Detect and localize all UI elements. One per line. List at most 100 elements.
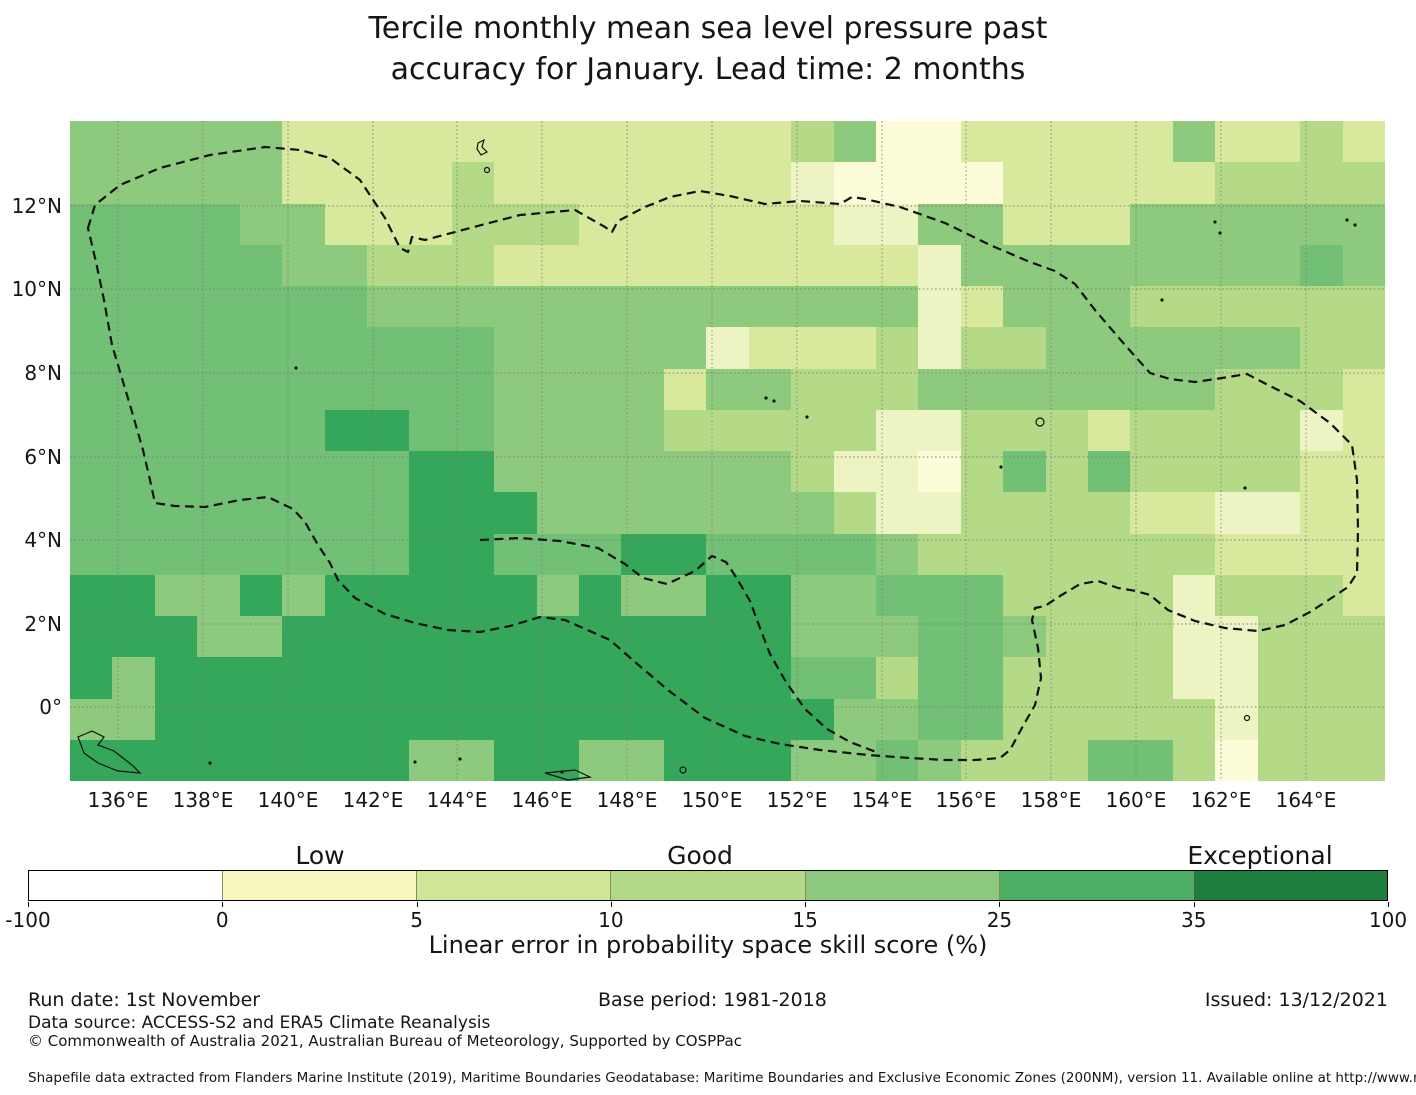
heatmap-cell — [451, 574, 495, 616]
colorbar-tickmark — [999, 902, 1001, 907]
heatmap-cell — [1215, 244, 1258, 286]
colorbar-tick-label: 5 — [410, 908, 423, 932]
heatmap-cell — [875, 409, 919, 451]
heatmap-cell — [1130, 244, 1173, 286]
heatmap-cell — [451, 244, 495, 286]
heatmap-cell — [494, 244, 537, 286]
heatmap-cell — [960, 244, 1004, 286]
y-axis-tick-label: 0° — [39, 695, 62, 719]
heatmap-cell — [197, 451, 240, 493]
heatmap-cell — [197, 698, 240, 740]
x-axis-tick-label: 156°E — [935, 788, 997, 812]
figure-title: Tercile monthly mean sea level pressure … — [0, 8, 1416, 90]
heatmap-cell — [1257, 121, 1301, 163]
heatmap-cell — [748, 203, 792, 245]
heatmap-cell — [1045, 286, 1089, 328]
heatmap-cell — [409, 698, 452, 740]
heatmap-cell — [1342, 739, 1385, 781]
heatmap-cell — [366, 409, 410, 451]
heatmap-cell — [197, 327, 240, 369]
heatmap-cell — [1342, 162, 1385, 204]
heatmap-cell — [494, 327, 537, 369]
heatmap-cell — [112, 574, 155, 616]
heatmap-cell — [197, 739, 240, 781]
heatmap-cell — [239, 244, 283, 286]
heatmap-cell — [663, 409, 707, 451]
island-outline — [679, 766, 687, 774]
heatmap-cell — [960, 451, 1004, 493]
heatmap-cell — [621, 698, 664, 740]
heatmap-cell — [1130, 616, 1173, 658]
heatmap-cell — [451, 162, 495, 204]
heatmap-cell — [960, 492, 1004, 534]
heatmap-cell — [1172, 327, 1216, 369]
heatmap-cell — [791, 244, 834, 286]
heatmap-cell — [1257, 739, 1301, 781]
heatmap-cell — [1172, 244, 1216, 286]
heatmap-cell — [918, 286, 961, 328]
x-axis-tick-label: 136°E — [87, 788, 149, 812]
heatmap-cell — [663, 698, 707, 740]
heatmap-cell — [663, 203, 707, 245]
colorbar-tickmark — [416, 902, 418, 907]
heatmap-cell — [536, 244, 580, 286]
heatmap-cell — [706, 121, 749, 163]
heatmap-cell — [1045, 121, 1089, 163]
colorbar-segment — [610, 871, 805, 900]
heatmap-cell — [791, 698, 834, 740]
heatmap-cell — [960, 368, 1004, 410]
heatmap-cell — [239, 698, 283, 740]
heatmap-cell — [1257, 244, 1301, 286]
heatmap-cell — [706, 698, 749, 740]
island-outline — [483, 166, 491, 174]
heatmap-cell — [621, 327, 664, 369]
heatmap-cell — [1300, 162, 1343, 204]
heatmap-cell — [154, 698, 198, 740]
heatmap-cell — [791, 368, 834, 410]
heatmap-cell — [324, 203, 367, 245]
heatmap-cell — [1257, 451, 1301, 493]
heatmap-cell — [366, 698, 410, 740]
heatmap-cell — [1172, 574, 1216, 616]
x-axis-tick-label: 144°E — [426, 788, 488, 812]
colorbar-tick-label: 25 — [986, 908, 1013, 932]
heatmap-cell — [1342, 121, 1385, 163]
heatmap-cell — [536, 492, 580, 534]
heatmap-cell — [833, 409, 876, 451]
heatmap-cell — [1088, 451, 1131, 493]
heatmap-cell — [1045, 492, 1089, 534]
colorbar-tickmark — [610, 902, 612, 907]
heatmap-cell — [1257, 368, 1301, 410]
heatmap-cell — [154, 616, 198, 658]
heatmap-cell — [833, 244, 876, 286]
colorbar-tick-label: 35 — [1180, 908, 1207, 932]
heatmap-cell — [1045, 327, 1089, 369]
heatmap-cell — [621, 574, 664, 616]
heatmap-cell — [239, 409, 283, 451]
heatmap-cell — [1257, 492, 1301, 534]
heatmap-cell — [536, 121, 580, 163]
coastline-outline — [77, 730, 142, 774]
heatmap-cell — [1003, 698, 1046, 740]
heatmap-cell — [154, 409, 198, 451]
heatmap-cell — [1045, 162, 1089, 204]
heatmap-cell — [1215, 286, 1258, 328]
heatmap-cell — [324, 368, 367, 410]
heatmap-cell — [324, 657, 367, 699]
heatmap-cell — [324, 286, 367, 328]
colorbar-tick-label: -100 — [5, 908, 51, 932]
heatmap-cell — [154, 739, 198, 781]
heatmap-cell — [579, 162, 622, 204]
heatmap-cell — [621, 286, 664, 328]
heatmap-cell — [324, 616, 367, 658]
heatmap-cell — [1215, 574, 1258, 616]
colorbar-tick-label: 10 — [598, 908, 624, 932]
heatmap-cell — [706, 492, 749, 534]
heatmap-cell — [366, 286, 410, 328]
heatmap-cell — [282, 244, 325, 286]
colorbar-segment — [998, 871, 1193, 900]
heatmap-cell — [366, 616, 410, 658]
heatmap-cell — [1215, 121, 1258, 163]
x-axis-tick-label: 142°E — [342, 788, 404, 812]
